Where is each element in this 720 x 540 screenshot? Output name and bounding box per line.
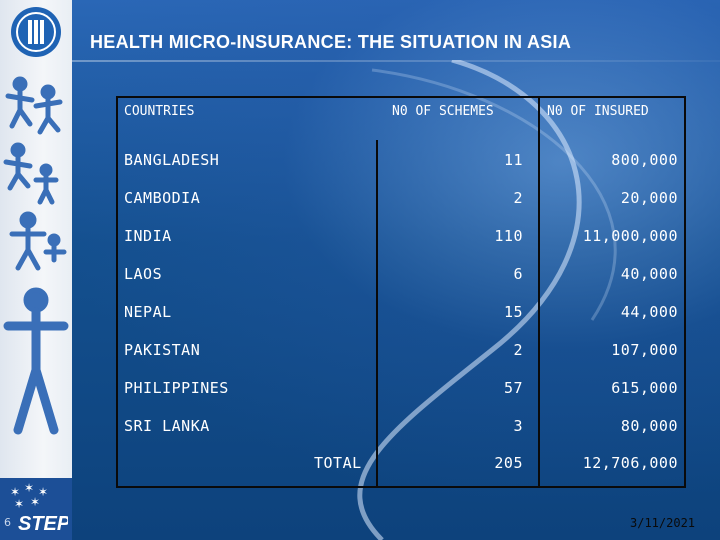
insured-cell: 11,000,000 — [582, 227, 678, 245]
country-cell: SRI LANKA — [124, 417, 210, 435]
sidebar — [0, 0, 72, 540]
total-schemes: 205 — [494, 454, 523, 472]
total-label: TOTAL — [314, 454, 362, 472]
data-table — [116, 96, 686, 488]
schemes-cell: 15 — [503, 303, 523, 321]
country-cell: LAOS — [124, 265, 163, 283]
sidebar-footer — [0, 478, 72, 540]
schemes-cell: 11 — [503, 151, 523, 169]
country-cell: NEPAL — [124, 303, 172, 321]
step-logo-text: STEP — [18, 513, 68, 535]
country-cell: BANGLADESH — [124, 151, 220, 169]
column-divider — [538, 96, 540, 488]
total-insured: 12,706,000 — [582, 454, 678, 472]
schemes-cell: 6 — [513, 265, 523, 283]
insured-cell: 80,000 — [620, 417, 678, 435]
column-divider — [376, 140, 378, 488]
slide-date: 3/11/2021 — [630, 516, 696, 530]
ilo-logo-icon — [11, 7, 61, 57]
schemes-cell: 57 — [503, 379, 523, 397]
decorative-swoosh — [357, 60, 617, 540]
svg-text:✶: ✶ — [30, 495, 40, 509]
insured-cell: 44,000 — [620, 303, 678, 321]
country-cell: INDIA — [124, 227, 172, 245]
people-figures-icon — [3, 76, 69, 435]
insured-cell: 40,000 — [620, 265, 678, 283]
step-logo-icon: ✶ ✶ ✶ ✶ ✶ STEP — [10, 482, 68, 535]
country-cell: PAKISTAN — [124, 341, 201, 359]
header-countries: COUNTRIES — [124, 104, 195, 119]
schemes-cell: 3 — [513, 417, 523, 435]
svg-text:✶: ✶ — [14, 497, 24, 511]
insured-cell: 615,000 — [611, 379, 678, 397]
insured-cell: 800,000 — [611, 151, 678, 169]
schemes-cell: 2 — [513, 189, 523, 207]
svg-text:✶: ✶ — [24, 482, 34, 495]
insured-cell: 107,000 — [611, 341, 678, 359]
svg-text:✶: ✶ — [38, 485, 48, 499]
header-schemes: N0 OF SCHEMES — [392, 104, 494, 119]
country-cell: PHILIPPINES — [124, 379, 229, 397]
insured-cell: 20,000 — [620, 189, 678, 207]
title-rule — [72, 60, 720, 62]
page-number: 6 — [4, 516, 11, 529]
header-insured: N0 OF INSURED — [547, 104, 649, 119]
schemes-cell: 110 — [494, 227, 523, 245]
svg-text:✶: ✶ — [10, 485, 20, 499]
country-cell: CAMBODIA — [124, 189, 201, 207]
schemes-cell: 2 — [513, 341, 523, 359]
slide-title: HEALTH MICRO-INSURANCE: THE SITUATION IN… — [90, 32, 572, 52]
